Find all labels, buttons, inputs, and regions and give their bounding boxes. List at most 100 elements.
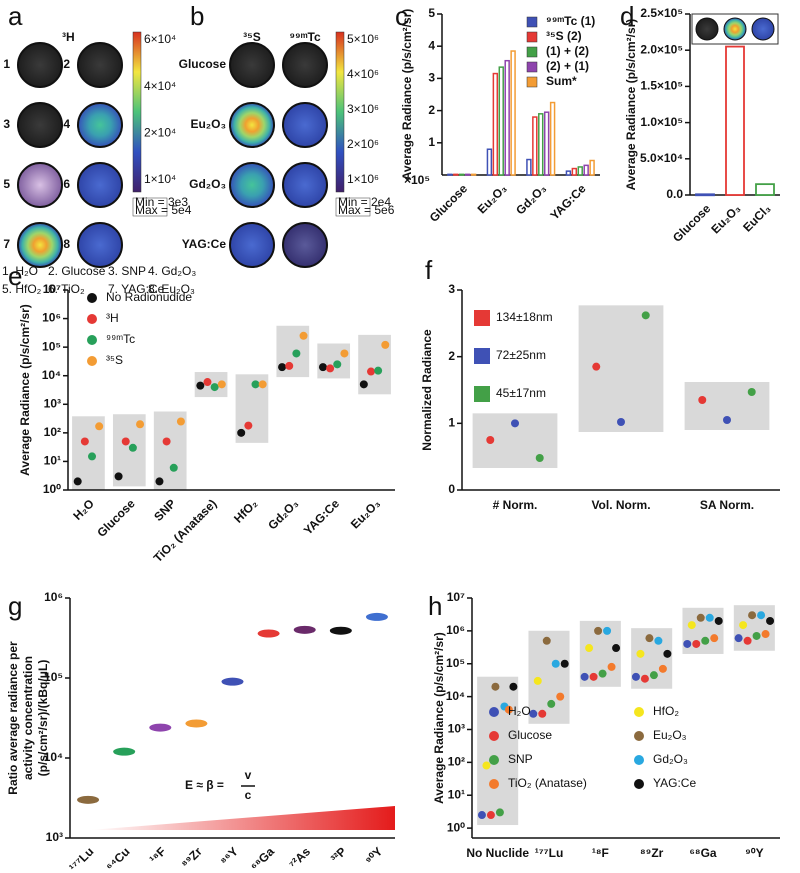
point <box>636 649 645 658</box>
well-image <box>77 222 123 268</box>
bar <box>510 50 516 176</box>
point <box>318 363 327 372</box>
x-tick-label: ⁶⁸Ga <box>689 846 717 860</box>
point <box>326 364 335 373</box>
x-tick-label: ⁹⁰Y <box>745 846 764 860</box>
x-tick-label: ³²P <box>328 844 349 865</box>
well-image <box>77 42 123 88</box>
x-tick-label: ⁶⁴Cu <box>103 844 132 873</box>
annotation: v <box>245 768 252 782</box>
well-image <box>17 102 63 148</box>
x-tick-label: Glucose <box>670 201 714 245</box>
y-tick-label: 10³ <box>44 396 61 410</box>
well-image <box>17 222 63 268</box>
legend-marker <box>489 731 499 741</box>
panel-header: ⁹⁹ᵐTc <box>289 30 321 44</box>
bar <box>589 159 595 176</box>
point <box>482 761 491 770</box>
legend-marker <box>474 348 490 364</box>
point <box>477 811 486 820</box>
x-tick-label: YAG:Ce <box>547 181 588 222</box>
bar <box>498 66 504 176</box>
bar <box>695 193 715 197</box>
well-image <box>282 42 328 88</box>
panel-header: ³H <box>62 30 75 44</box>
point <box>381 340 390 349</box>
x-tick-label: ⁸⁹Zr <box>640 846 664 860</box>
inset-well <box>751 17 775 41</box>
bar <box>447 173 453 176</box>
point <box>73 477 82 486</box>
panel-letter: c <box>395 1 408 31</box>
legend-label: ⁹⁹ᵐTc <box>106 332 135 346</box>
y-tick-label: 4 <box>428 38 435 52</box>
colorbar-label: 4×10⁴ <box>144 79 176 93</box>
legend-marker <box>526 16 538 28</box>
y-axis-label: Average Radiance (p/s/cm²/sr) <box>400 9 414 181</box>
point <box>594 626 603 635</box>
point <box>374 366 383 375</box>
y-axis-label: Average Radiance (p/s/cm²/sr) <box>18 304 32 476</box>
x-tick-label: ¹⁷⁷Lu <box>66 844 96 873</box>
point <box>560 659 569 668</box>
colorbar-label: 1×10⁶ <box>347 172 379 186</box>
legend-marker <box>634 731 644 741</box>
legend-marker <box>526 46 538 58</box>
row-label: Glucose <box>179 57 227 71</box>
legend-label: (2) + (1) <box>546 59 589 73</box>
min-max-box <box>132 197 168 217</box>
panel-letter: h <box>428 591 442 621</box>
point <box>705 613 714 622</box>
legend-label: Sum* <box>546 74 577 88</box>
legend-marker <box>87 293 97 303</box>
group-box <box>477 676 519 826</box>
legend-marker <box>474 310 490 326</box>
point <box>598 669 607 678</box>
point <box>698 396 707 404</box>
legend-label: SNP <box>508 752 533 766</box>
bar <box>453 173 459 176</box>
bar <box>464 173 471 176</box>
point <box>617 418 625 426</box>
point <box>641 311 650 320</box>
legend-label: 134±18nm <box>496 310 553 324</box>
point <box>299 331 308 340</box>
x-tick-label: ⁸⁶Y <box>217 844 240 867</box>
x-tick-label: Vol. Norm. <box>591 498 650 512</box>
y-tick-label: 10² <box>44 425 61 439</box>
min-max-label: Min = 3e3 <box>135 195 188 209</box>
well-image <box>229 222 275 268</box>
colorbar-label: 5×10⁶ <box>347 32 379 46</box>
bar <box>459 173 465 176</box>
bar <box>532 116 538 176</box>
caption-item: 4. Gd₂O₃ <box>148 264 196 278</box>
point <box>258 380 267 389</box>
legend-label: TiO₂ (Anatase) <box>508 776 587 790</box>
legend-marker <box>87 335 97 345</box>
x-tick-label: Gd₂O₃ <box>265 496 301 532</box>
point <box>701 636 710 645</box>
point <box>723 416 731 424</box>
bar <box>755 183 775 196</box>
y-axis-label: Normalized Radiance <box>420 329 434 451</box>
y-tick-label: 1 <box>448 416 455 430</box>
point-cluster <box>257 629 280 638</box>
inset-well <box>695 17 719 41</box>
caption-item: 6. TiO₂ <box>48 282 85 296</box>
point <box>340 349 349 358</box>
y-tick-label: 10⁴ <box>44 750 63 764</box>
point <box>504 705 513 714</box>
legend-marker <box>489 755 499 765</box>
point <box>654 636 663 645</box>
point <box>743 636 752 645</box>
point <box>752 631 761 640</box>
point <box>155 477 164 486</box>
well-label: 5 <box>3 177 10 191</box>
legend-label: YAG:Ce <box>653 776 696 790</box>
point <box>217 380 226 389</box>
point <box>366 367 375 376</box>
group-box <box>578 305 664 432</box>
point <box>333 360 342 369</box>
point <box>95 422 104 431</box>
well-label: 6 <box>63 177 70 191</box>
